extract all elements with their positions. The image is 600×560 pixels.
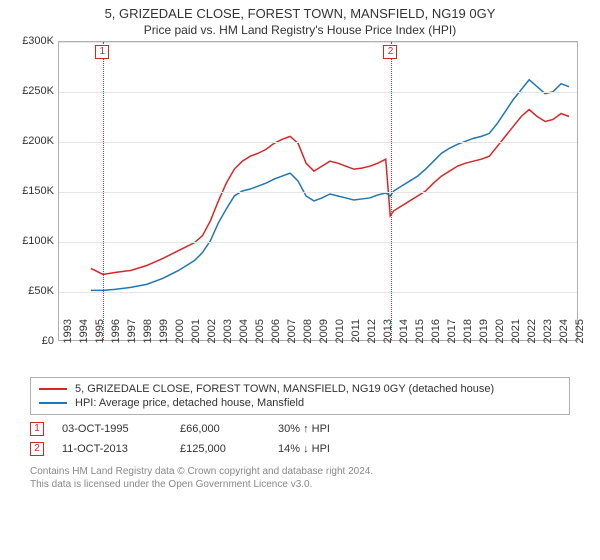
chart-area: £0£50K£100K£150K£200K£250K£300K199319941… [34,41,594,371]
x-axis-label: 2024 [558,319,570,349]
y-axis-label: £100K [4,235,54,247]
x-axis-label: 2016 [430,319,442,349]
x-axis-label: 2017 [446,319,458,349]
x-axis-label: 1999 [158,319,170,349]
legend: 5, GRIZEDALE CLOSE, FOREST TOWN, MANSFIE… [30,377,570,415]
transaction-row: 2 11-OCT-2013 £125,000 14% ↓ HPI [30,439,570,459]
x-axis-label: 2019 [478,319,490,349]
footer: Contains HM Land Registry data © Crown c… [30,465,570,491]
legend-item: 5, GRIZEDALE CLOSE, FOREST TOWN, MANSFIE… [39,382,561,396]
x-axis-label: 1993 [62,319,74,349]
legend-swatch [39,388,67,390]
y-axis-label: £0 [4,335,54,347]
chart-title: 5, GRIZEDALE CLOSE, FOREST TOWN, MANSFIE… [0,0,600,21]
x-axis-label: 2008 [302,319,314,349]
x-axis-label: 2001 [190,319,202,349]
x-axis-label: 2012 [366,319,378,349]
y-axis-label: £50K [4,285,54,297]
x-axis-label: 2002 [206,319,218,349]
x-axis-label: 1997 [126,319,138,349]
transaction-row: 1 03-OCT-1995 £66,000 30% ↑ HPI [30,419,570,439]
chart-svg [59,42,577,340]
transaction-vline [103,42,104,340]
x-axis-label: 2009 [318,319,330,349]
x-axis-label: 2018 [462,319,474,349]
x-axis-label: 1996 [110,319,122,349]
legend-label: 5, GRIZEDALE CLOSE, FOREST TOWN, MANSFIE… [75,383,494,395]
x-axis-label: 2010 [334,319,346,349]
transaction-price: £66,000 [180,423,260,435]
legend-label: HPI: Average price, detached house, Mans… [75,397,304,409]
footer-line2: This data is licensed under the Open Gov… [30,478,570,491]
legend-item: HPI: Average price, detached house, Mans… [39,396,561,410]
transaction-diff: 14% ↓ HPI [278,443,378,455]
y-axis-label: £150K [4,185,54,197]
y-axis-label: £250K [4,85,54,97]
x-axis-label: 2013 [382,319,394,349]
transaction-price: £125,000 [180,443,260,455]
x-axis-label: 2015 [414,319,426,349]
transaction-date: 03-OCT-1995 [62,423,162,435]
x-axis-label: 2007 [286,319,298,349]
x-axis-label: 2021 [510,319,522,349]
y-axis-label: £300K [4,35,54,47]
footer-line1: Contains HM Land Registry data © Crown c… [30,465,570,478]
x-axis-label: 1998 [142,319,154,349]
transaction-marker: 1 [95,45,109,59]
chart-subtitle: Price paid vs. HM Land Registry's House … [0,21,600,41]
y-axis-label: £200K [4,135,54,147]
plot-area [58,41,578,341]
x-axis-label: 2004 [238,319,250,349]
x-axis-label: 1995 [94,319,106,349]
x-axis-label: 2020 [494,319,506,349]
transaction-marker: 2 [383,45,397,59]
legend-swatch [39,402,67,404]
transaction-diff: 30% ↑ HPI [278,423,378,435]
x-axis-label: 2014 [398,319,410,349]
x-axis-label: 2006 [270,319,282,349]
x-axis-label: 2005 [254,319,266,349]
transaction-number-icon: 1 [30,422,44,436]
x-axis-label: 2000 [174,319,186,349]
chart-container: 5, GRIZEDALE CLOSE, FOREST TOWN, MANSFIE… [0,0,600,560]
x-axis-label: 2025 [574,319,586,349]
transaction-date: 11-OCT-2013 [62,443,162,455]
transaction-number-icon: 2 [30,442,44,456]
x-axis-label: 2023 [542,319,554,349]
x-axis-label: 2003 [222,319,234,349]
transaction-table: 1 03-OCT-1995 £66,000 30% ↑ HPI 2 11-OCT-2013… [30,419,570,459]
x-axis-label: 2022 [526,319,538,349]
x-axis-label: 2011 [350,319,362,349]
x-axis-label: 1994 [78,319,90,349]
transaction-vline [391,42,392,340]
